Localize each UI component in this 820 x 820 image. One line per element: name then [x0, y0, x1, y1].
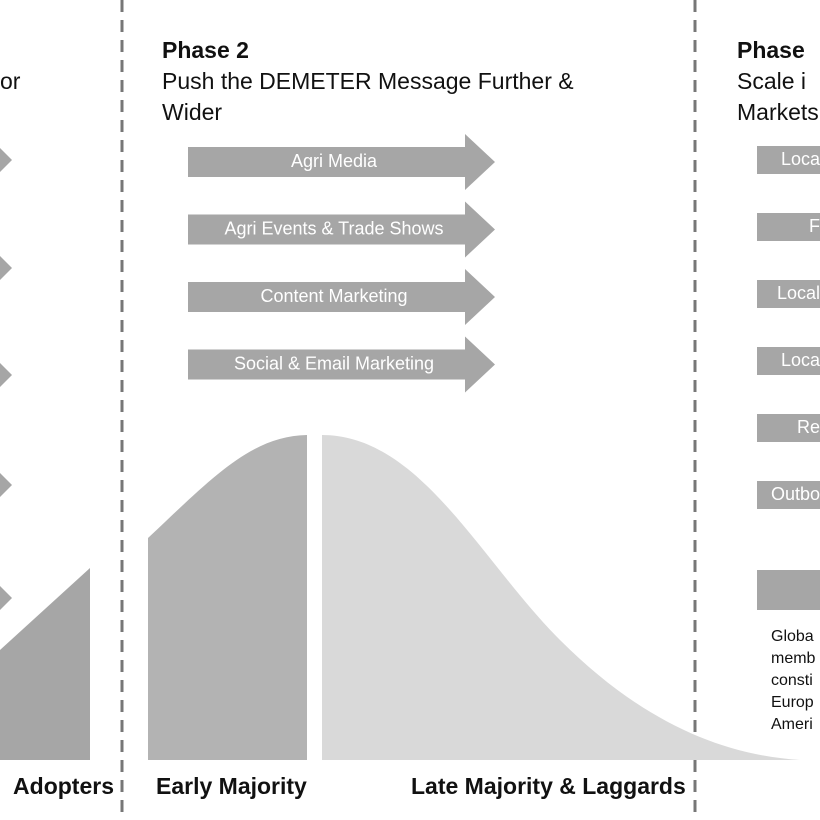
arrow [757, 347, 820, 375]
subtitle: Push the DEMETER Message Further & [162, 68, 574, 94]
note-line: memb [771, 650, 816, 667]
subtitle: or [0, 68, 21, 94]
adoption-curve [0, 568, 90, 760]
subtitle: Wider [162, 99, 222, 125]
arrow [188, 269, 495, 325]
segment-label: Late Majority & Laggards [411, 773, 686, 799]
subtitle: Scale i [737, 68, 806, 94]
box [757, 570, 820, 610]
arrow-label: Local [777, 283, 820, 303]
arrow-label: Agri Events & Trade Shows [224, 218, 443, 238]
arrow [188, 336, 495, 393]
segment-label: Early Majority [156, 773, 307, 799]
phase-title: Phase 2 [162, 37, 249, 63]
note-line: consti [771, 672, 813, 689]
adoption-curve [148, 435, 307, 760]
adoption-curve [322, 435, 800, 760]
arrow [757, 280, 820, 308]
arrow-label: F [809, 216, 820, 236]
arrow-label: Agri Media [291, 151, 378, 171]
arrow-label: Loca [781, 350, 820, 370]
phase-title: Phase [737, 37, 805, 63]
arrow [188, 134, 495, 190]
note-line: Ameri [771, 716, 813, 733]
arrow [757, 146, 820, 174]
note-line: Europ [771, 694, 814, 711]
arrow [757, 414, 820, 442]
arrow-label: Outbo [771, 484, 820, 504]
arrow-label: Loca [781, 149, 820, 169]
arrow-label: Social & Email Marketing [234, 353, 434, 373]
arrow [757, 481, 820, 509]
subtitle: Markets [737, 99, 819, 125]
arrow-label: Content Marketing [260, 286, 407, 306]
arrow [757, 213, 820, 241]
arrow-label: Re [797, 417, 820, 437]
segment-label: Adopters [13, 773, 114, 799]
arrow-heads [0, 148, 12, 610]
arrow [188, 201, 495, 258]
note-line: Globa [771, 628, 814, 645]
